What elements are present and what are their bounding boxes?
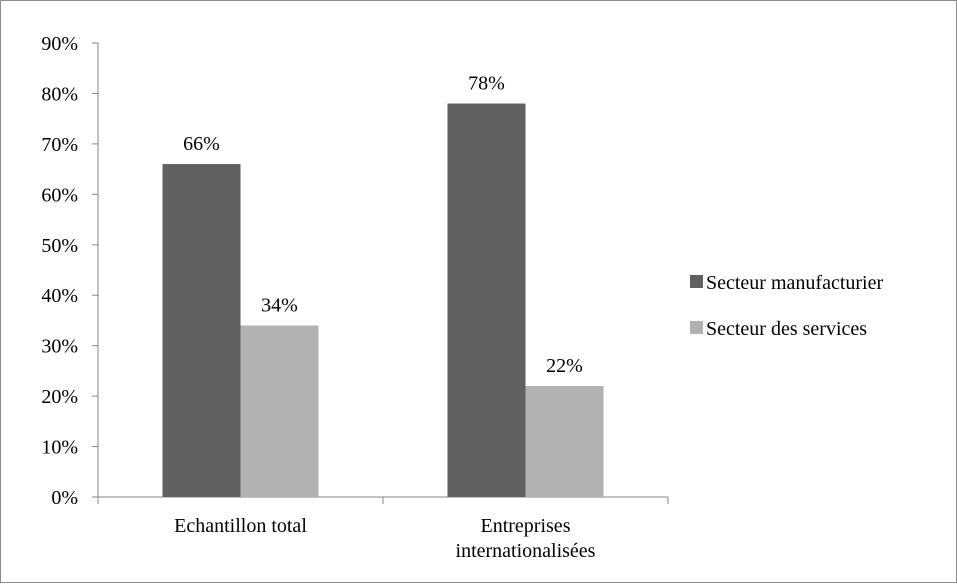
legend-swatch-secteur-manufacturier	[690, 275, 703, 288]
y-tick-label: 20%	[41, 386, 78, 408]
x-category-label-line: internationalisées	[456, 540, 596, 562]
y-tick-label: 30%	[41, 336, 78, 358]
data-label-secteur-manufacturier-entreprises-internationalisees: 78%	[468, 73, 505, 95]
bar-secteur-manufacturier-echantillon-total	[163, 164, 241, 497]
y-tick-label: 40%	[41, 285, 78, 307]
data-label-secteur-des-services-entreprises-internationalisees: 22%	[546, 355, 583, 377]
y-tick-label: 50%	[41, 235, 78, 257]
y-tick-label: 90%	[41, 33, 78, 55]
y-tick-label: 10%	[41, 437, 78, 459]
x-category-label-line: Echantillon total	[174, 515, 307, 537]
data-label-secteur-des-services-echantillon-total: 34%	[261, 294, 298, 316]
x-category-label-echantillon-total: Echantillon total	[174, 515, 307, 537]
bar-secteur-des-services-echantillon-total	[241, 325, 319, 497]
y-tick-label: 80%	[41, 83, 78, 105]
bar-secteur-manufacturier-entreprises-internationalisees	[448, 104, 526, 497]
legend-swatch-secteur-des-services	[690, 321, 703, 334]
bar-secteur-des-services-entreprises-internationalisees	[526, 386, 604, 497]
y-tick-label: 0%	[51, 487, 78, 509]
legend-label-secteur-des-services: Secteur des services	[706, 318, 867, 340]
legend-label-secteur-manufacturier: Secteur manufacturier	[706, 272, 883, 294]
y-tick-label: 60%	[41, 184, 78, 206]
x-category-label-line: Entreprises	[481, 515, 571, 537]
y-tick-label: 70%	[41, 134, 78, 156]
data-label-secteur-manufacturier-echantillon-total: 66%	[183, 133, 220, 155]
